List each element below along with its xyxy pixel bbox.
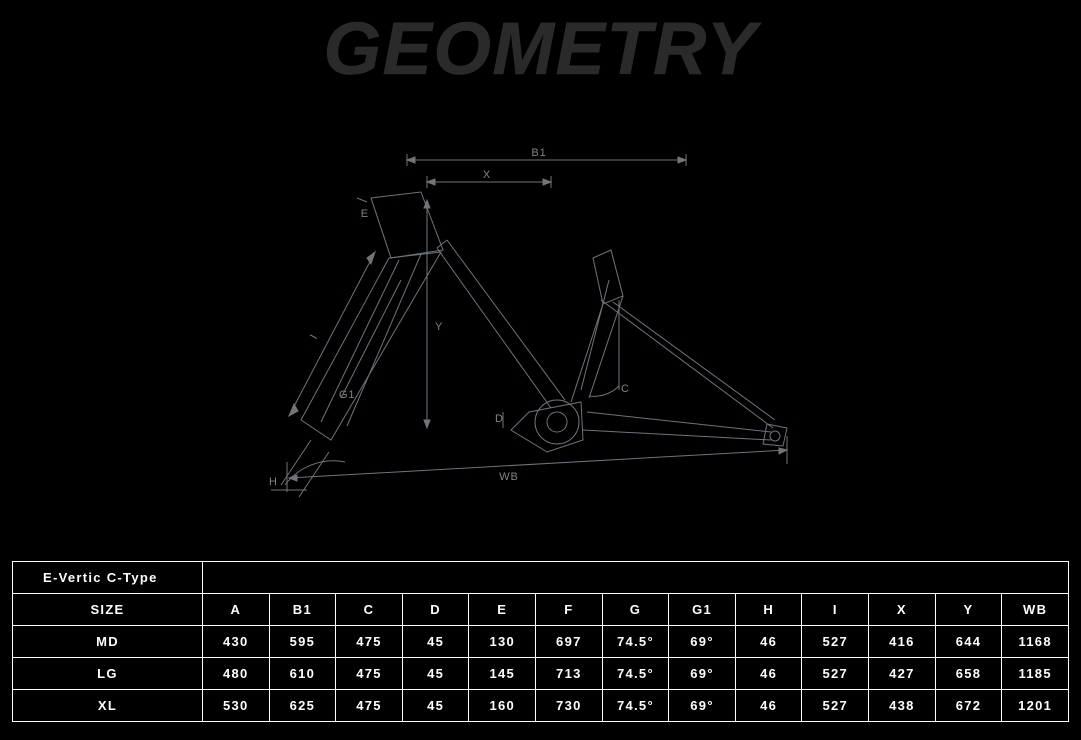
value-cell: 46 (735, 626, 802, 658)
size-cell: XL (13, 690, 203, 722)
geometry-title: GEOMETRY (0, 6, 1081, 91)
geometry-table: E-Vertic C-Type SIZEAB1CDEFGG1HIXYWBMD43… (12, 561, 1069, 722)
value-cell: 69° (669, 690, 736, 722)
value-cell: 475 (336, 658, 403, 690)
value-cell: 74.5° (602, 626, 669, 658)
model-name-cell: E-Vertic C-Type (13, 562, 203, 594)
table-row: LG4806104754514571374.5°69°4652742765811… (13, 658, 1069, 690)
column-header: C (336, 594, 403, 626)
value-cell: 527 (802, 626, 869, 658)
geometry-table-container: E-Vertic C-Type SIZEAB1CDEFGG1HIXYWBMD43… (12, 561, 1069, 722)
value-cell: 527 (802, 658, 869, 690)
value-cell: 1185 (1002, 658, 1069, 690)
geometry-diagram-container: B1 X E I G1 H Y D C WB (0, 140, 1081, 505)
value-cell: 480 (203, 658, 270, 690)
column-header: A (203, 594, 270, 626)
value-cell: 527 (802, 690, 869, 722)
column-header: E (469, 594, 536, 626)
value-cell: 438 (869, 690, 936, 722)
column-header: WB (1002, 594, 1069, 626)
column-header: Y (935, 594, 1002, 626)
diagram-label-b1: B1 (531, 147, 546, 159)
value-cell: 46 (735, 658, 802, 690)
bike-frame-diagram: B1 X E I G1 H Y D C WB (251, 140, 831, 500)
value-cell: 160 (469, 690, 536, 722)
diagram-label-wb: WB (499, 471, 518, 483)
value-cell: 46 (735, 690, 802, 722)
value-cell: 475 (336, 626, 403, 658)
size-cell: MD (13, 626, 203, 658)
value-cell: 672 (935, 690, 1002, 722)
value-cell: 730 (536, 690, 603, 722)
value-cell: 1168 (1002, 626, 1069, 658)
size-cell: LG (13, 658, 203, 690)
value-cell: 45 (402, 690, 469, 722)
value-cell: 69° (669, 626, 736, 658)
page: GEOMETRY (0, 0, 1081, 740)
column-header: X (869, 594, 936, 626)
value-cell: 610 (269, 658, 336, 690)
column-header: B1 (269, 594, 336, 626)
value-cell: 658 (935, 658, 1002, 690)
value-cell: 697 (536, 626, 603, 658)
column-header: D (402, 594, 469, 626)
size-header-cell: SIZE (13, 594, 203, 626)
value-cell: 145 (469, 658, 536, 690)
value-cell: 713 (536, 658, 603, 690)
diagram-label-c: C (621, 383, 630, 395)
column-header: H (735, 594, 802, 626)
value-cell: 475 (336, 690, 403, 722)
diagram-label-i: I (308, 332, 320, 341)
diagram-label-y: Y (435, 321, 443, 333)
diagram-label-d: D (495, 413, 504, 425)
column-header: I (802, 594, 869, 626)
value-cell: 595 (269, 626, 336, 658)
value-cell: 625 (269, 690, 336, 722)
value-cell: 416 (869, 626, 936, 658)
value-cell: 430 (203, 626, 270, 658)
column-header: G1 (669, 594, 736, 626)
model-blank-cell (203, 562, 1069, 594)
value-cell: 427 (869, 658, 936, 690)
table-row: MD4305954754513069774.5°69°4652741664411… (13, 626, 1069, 658)
value-cell: 530 (203, 690, 270, 722)
value-cell: 1201 (1002, 690, 1069, 722)
diagram-label-x: X (482, 169, 490, 181)
column-header: G (602, 594, 669, 626)
diagram-label-e: E (360, 208, 368, 220)
value-cell: 74.5° (602, 658, 669, 690)
diagram-label-g1: G1 (339, 389, 355, 401)
diagram-label-h: H (269, 476, 278, 488)
value-cell: 74.5° (602, 690, 669, 722)
value-cell: 45 (402, 626, 469, 658)
column-header: F (536, 594, 603, 626)
value-cell: 45 (402, 658, 469, 690)
table-row: XL5306254754516073074.5°69°4652743867212… (13, 690, 1069, 722)
value-cell: 69° (669, 658, 736, 690)
value-cell: 130 (469, 626, 536, 658)
value-cell: 644 (935, 626, 1002, 658)
